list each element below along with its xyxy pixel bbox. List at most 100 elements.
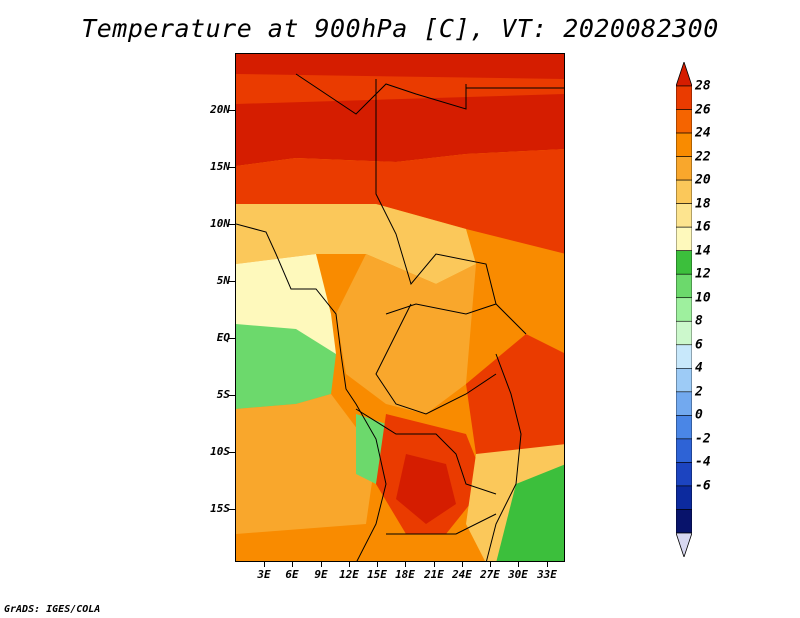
lon-label: 3E bbox=[257, 568, 271, 581]
congo-border bbox=[375, 303, 497, 415]
region-sahara-north bbox=[236, 54, 564, 166]
colorbar-label: 22 bbox=[695, 149, 711, 165]
country-borders bbox=[236, 73, 564, 561]
colorbar-label: 16 bbox=[695, 219, 711, 235]
colorbar-cell bbox=[676, 226, 692, 251]
colorbar-cell bbox=[676, 368, 692, 393]
chad-border bbox=[375, 79, 497, 305]
colorbar-label: -6 bbox=[695, 478, 711, 494]
lat-tick bbox=[229, 395, 235, 396]
lat-label: 10S bbox=[210, 445, 230, 458]
lat-label: 15N bbox=[210, 160, 230, 173]
lon-tick bbox=[292, 562, 293, 567]
region-sahel bbox=[236, 149, 564, 254]
lon-tick bbox=[349, 562, 350, 567]
lon-tick bbox=[462, 562, 463, 567]
lat-tick bbox=[229, 110, 235, 111]
colorbar-label: 2 bbox=[695, 384, 703, 400]
lon-label: 27E bbox=[480, 568, 500, 581]
lon-tick bbox=[405, 562, 406, 567]
colorbar-label: 20 bbox=[695, 172, 711, 188]
colorbar-label: 12 bbox=[695, 266, 711, 282]
colorbar-label: 8 bbox=[695, 313, 703, 329]
credit-text: GrADS: IGES/COLA bbox=[4, 604, 101, 615]
lon-label: 15E bbox=[367, 568, 387, 581]
lon-tick bbox=[434, 562, 435, 567]
colorbar-label: 6 bbox=[695, 337, 703, 353]
rift-border bbox=[485, 353, 522, 561]
lat-tick bbox=[229, 338, 235, 339]
lat-label: 15S bbox=[210, 502, 230, 515]
colorbar-bottom-arrow bbox=[676, 532, 692, 557]
colorbar-top-arrow bbox=[676, 62, 692, 87]
lon-label: 12E bbox=[339, 568, 359, 581]
lat-label: 20N bbox=[210, 103, 230, 116]
colorbar-label: 10 bbox=[695, 290, 711, 306]
lon-tick bbox=[377, 562, 378, 567]
colorbar-cell bbox=[676, 273, 692, 299]
west-coastline bbox=[236, 223, 387, 561]
colorbar-label: -4 bbox=[695, 454, 711, 470]
lon-tick bbox=[547, 562, 548, 567]
region-west-africa bbox=[236, 204, 476, 284]
colorbar-cell bbox=[676, 415, 692, 440]
colorbar-cell bbox=[676, 179, 692, 204]
colorbar-cells bbox=[676, 85, 692, 534]
colorbar bbox=[676, 62, 692, 557]
region-southeast-atlantic bbox=[236, 394, 376, 534]
lon-tick bbox=[490, 562, 491, 567]
region-east-warm bbox=[466, 334, 564, 454]
region-congo-basin bbox=[336, 254, 476, 414]
colorbar-cell bbox=[676, 344, 692, 369]
lon-label: 24E bbox=[452, 568, 472, 581]
colorbar-cell bbox=[676, 297, 692, 322]
namibia-border bbox=[386, 513, 497, 535]
colorbar-cell bbox=[676, 391, 692, 416]
lat-label: EQ bbox=[216, 331, 230, 344]
colorbar-cell bbox=[676, 438, 692, 463]
colorbar-cell bbox=[676, 156, 692, 181]
colorbar-cell bbox=[676, 132, 692, 157]
chart-title: Temperature at 900hPa [C], VT: 202008230… bbox=[81, 14, 719, 43]
lat-tick bbox=[229, 509, 235, 510]
temperature-field bbox=[236, 54, 564, 561]
colorbar-label: 24 bbox=[695, 125, 711, 141]
car-border bbox=[385, 303, 527, 335]
lat-tick bbox=[229, 452, 235, 453]
colorbar-cell bbox=[676, 320, 692, 346]
lon-tick bbox=[321, 562, 322, 567]
colorbar-label: 4 bbox=[695, 360, 703, 376]
colorbar-cell bbox=[676, 109, 692, 134]
lat-tick bbox=[229, 281, 235, 282]
colorbar-label: 14 bbox=[695, 243, 711, 259]
lon-tick bbox=[264, 562, 265, 567]
sahara-border bbox=[295, 73, 467, 115]
lon-label: 18E bbox=[395, 568, 415, 581]
colorbar-label: 18 bbox=[695, 196, 711, 212]
lon-label: 6E bbox=[285, 568, 299, 581]
colorbar-label: 26 bbox=[695, 102, 711, 118]
colorbar-label: 28 bbox=[695, 78, 711, 94]
lon-label: 30E bbox=[508, 568, 528, 581]
lat-label: 10N bbox=[210, 217, 230, 230]
lat-label: 5S bbox=[216, 388, 230, 401]
colorbar-cell bbox=[676, 509, 692, 534]
colorbar-label: 0 bbox=[695, 407, 703, 423]
lon-tick bbox=[518, 562, 519, 567]
lon-label: 33E bbox=[537, 568, 557, 581]
colorbar-label: -2 bbox=[695, 431, 711, 447]
region-mozambique-green bbox=[496, 464, 564, 561]
colorbar-cell bbox=[676, 203, 692, 228]
lon-label: 9E bbox=[314, 568, 328, 581]
temperature-map bbox=[235, 53, 565, 562]
colorbar-cell bbox=[676, 85, 692, 110]
colorbar-cell bbox=[676, 485, 692, 510]
angola-border bbox=[355, 408, 497, 495]
lon-label: 21E bbox=[424, 568, 444, 581]
lat-tick bbox=[229, 224, 235, 225]
colorbar-cell bbox=[676, 250, 692, 275]
lat-label: 5N bbox=[216, 274, 230, 287]
lat-tick bbox=[229, 167, 235, 168]
region-angola-hot bbox=[396, 454, 456, 524]
region-atlantic-green bbox=[236, 324, 336, 409]
